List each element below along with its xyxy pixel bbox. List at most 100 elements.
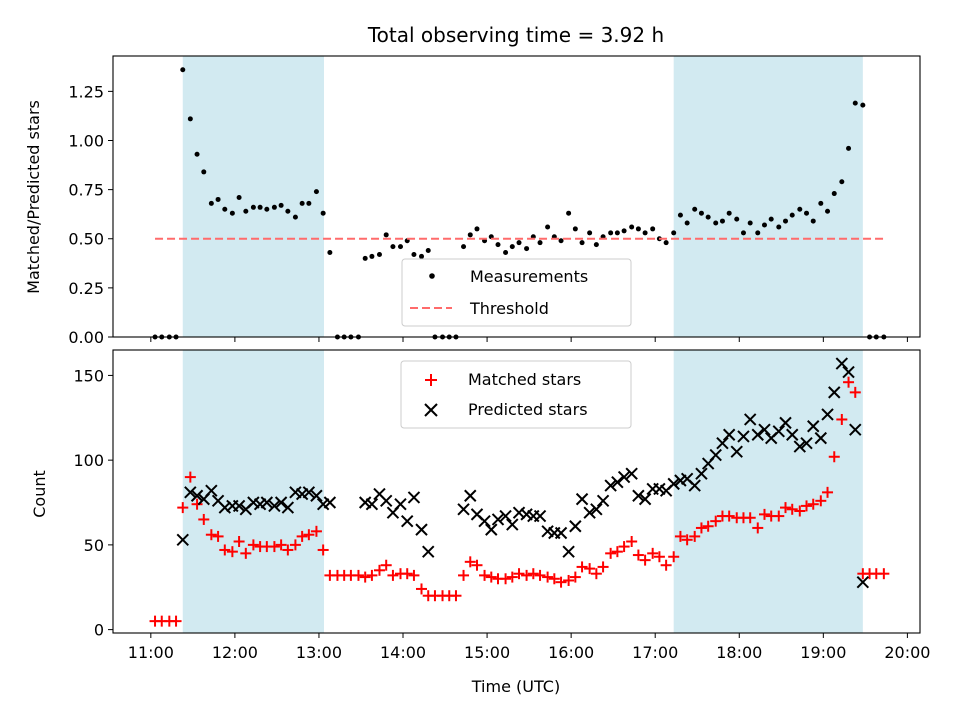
predicted-star-point [281,501,295,514]
matched-star-point [479,569,491,581]
predicted-star-point [743,413,757,426]
matched-star-point [752,522,764,534]
bot-y-tick-label: 100 [73,451,104,470]
top-panel: 0.00 0.25 0.50 0.75 1.00 1.25 Total observing… [24,23,921,347]
measurement-point [734,216,740,222]
measurement-point [629,224,635,230]
predicted-star-point [506,518,519,531]
predicted-star-point [176,533,189,547]
measurement-point [558,238,564,244]
predicted-star-point [821,408,834,421]
matched-star-point [268,541,280,553]
predicted-star-point [800,436,813,450]
predicted-star-point [786,428,799,441]
predicted-star-point [478,514,491,528]
measurement-point [524,246,530,252]
measurement-point [411,251,417,257]
matched-star-point [843,376,855,388]
x-tick-label: 19:00 [800,643,846,662]
predicted-star-point [274,496,288,509]
measurement-point [671,230,677,236]
matched-star-point [359,571,371,583]
top-legend-box [401,258,632,327]
predicted-star-point [688,479,701,492]
predicted-star-point [716,436,729,450]
measurement-point [726,210,732,216]
measurement-point [698,210,704,216]
matched-star-point [542,571,554,583]
matched-star-point [170,615,182,627]
matched-star-point [366,569,378,581]
measurement-point [397,244,403,250]
predicted-star-point [695,467,708,480]
measurement-point [642,230,648,236]
predicted-star-point [835,357,849,370]
measurement-point [692,206,698,212]
x-tick-label: 15:00 [464,643,510,662]
measurement-point [390,244,396,250]
predicted-star-point [779,416,792,430]
matched-star-point [605,547,617,559]
predicted-star-point [604,479,617,492]
predicted-star-point [457,503,470,516]
measurement-point [797,206,803,212]
measurement-point [208,200,214,206]
measurement-point [846,145,852,151]
measurement-point [740,230,746,236]
measurement-point [587,230,593,236]
predicted-star-point [709,448,722,462]
chart-title: Total observing time = 3.92 h [367,23,664,47]
x-tick-label: 14:00 [380,643,426,662]
bot-shaded-region-0 [182,350,324,633]
predicted-star-point [422,545,435,558]
predicted-star-point [485,523,498,536]
x-tick-label: 12:00 [212,643,258,662]
matched-star-point [416,583,428,595]
matched-star-point [521,569,533,581]
predicted-star-point [184,486,197,499]
matched-star-point [548,573,560,585]
measurement-point [755,230,761,236]
matched-star-point [527,568,539,580]
measurement-point [516,240,522,246]
measurement-point [194,151,200,157]
matched-star-point [247,539,259,551]
predicted-star-point [758,423,771,436]
matched-star-point [275,539,287,551]
predicted-star-point [554,526,568,540]
bottom-data-marks [149,357,890,627]
matched-star-point [836,413,848,425]
measurement-point [608,230,614,236]
matched-star-point [618,541,630,553]
measurement-point [461,244,467,250]
matched-star-point [555,576,567,588]
matched-star-point [289,539,301,551]
predicted-star-point [491,513,505,526]
measurement-point [677,212,683,218]
measurement-point [503,250,509,256]
measurement-point [299,200,305,206]
measurement-point [768,216,774,222]
measurement-point [545,224,551,230]
measurement-point [264,206,270,212]
predicted-star-point [365,498,379,511]
predicted-star-point [772,425,785,438]
matched-star-point [458,569,470,581]
matched-star-point [849,386,861,398]
matched-star-point [695,522,707,534]
matched-star-point [471,559,483,571]
predicted-star-point [617,470,631,484]
matched-star-point [801,500,813,512]
matched-star-point [744,512,756,524]
matched-star-point [569,571,581,583]
predicted-star-point [302,486,316,499]
matched-star-point [828,451,840,463]
legend-predicted-label: Predicted stars [468,400,588,419]
measurement-point [825,208,831,214]
bot-y-tick-label: 150 [73,366,104,385]
predicted-star-point [730,445,743,458]
matched-star-point [597,561,609,573]
predicted-star-point [751,428,764,441]
matched-star-point [674,530,686,542]
matched-star-point [653,551,665,563]
